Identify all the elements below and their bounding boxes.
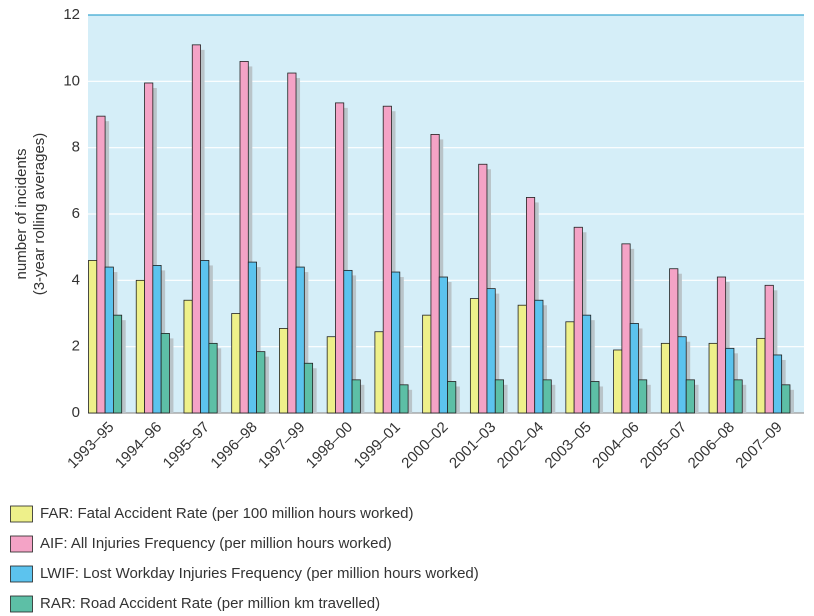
bar xyxy=(590,381,600,414)
bar xyxy=(391,271,401,414)
bar xyxy=(478,163,488,414)
bar xyxy=(239,61,249,414)
bar xyxy=(733,379,743,414)
x-tick-label: 1996–98 xyxy=(207,419,260,472)
bar xyxy=(621,243,631,414)
x-tick-label: 1998–00 xyxy=(303,419,356,472)
bar xyxy=(447,381,457,414)
bar xyxy=(399,384,409,414)
bar xyxy=(382,105,392,414)
x-tick-label: 2000–02 xyxy=(398,419,451,472)
bar xyxy=(326,336,336,414)
bar xyxy=(438,276,448,414)
y-tick-label: 2 xyxy=(72,338,80,355)
x-tick-label: 1995–97 xyxy=(160,419,213,472)
x-tick-label: 1993–95 xyxy=(64,419,117,472)
legend-swatch xyxy=(10,595,33,613)
bar xyxy=(573,226,583,414)
bar xyxy=(422,314,432,414)
bar xyxy=(104,266,114,414)
x-tick-label: 2001–03 xyxy=(446,419,499,472)
legend-label: RAR: Road Accident Rate (per million km … xyxy=(40,595,380,612)
x-tick-label: 2007–09 xyxy=(732,419,785,472)
bar xyxy=(343,269,353,414)
bar xyxy=(160,332,170,414)
bar xyxy=(494,379,504,414)
bar xyxy=(113,314,123,414)
bar xyxy=(183,299,193,414)
bar xyxy=(677,336,687,414)
legend-swatch xyxy=(10,505,33,523)
bar xyxy=(152,265,162,414)
bar xyxy=(613,349,623,414)
bar xyxy=(756,337,766,414)
bar xyxy=(669,268,679,414)
y-tick-label: 4 xyxy=(72,271,80,288)
bar xyxy=(200,260,210,414)
x-tick-label: 1999–01 xyxy=(351,419,404,472)
y-axis-label: number of incidents xyxy=(13,149,30,280)
legend-swatch xyxy=(10,535,33,553)
legend-swatch xyxy=(10,565,33,583)
x-tick-label: 1994–96 xyxy=(112,419,165,472)
x-tick-label: 1997–99 xyxy=(255,419,308,472)
bar xyxy=(469,298,480,414)
y-tick-label: 12 xyxy=(63,6,80,23)
bar xyxy=(279,328,289,414)
bar xyxy=(725,347,735,414)
y-tick-label: 8 xyxy=(72,139,80,156)
bar xyxy=(781,384,791,414)
bar xyxy=(191,44,201,414)
x-tick-label: 2006–08 xyxy=(685,419,738,472)
bar xyxy=(517,304,527,414)
bar xyxy=(565,321,575,414)
bar xyxy=(351,379,361,414)
legend-label: LWIF: Lost Workday Injuries Frequency (p… xyxy=(40,565,479,582)
bar xyxy=(542,379,552,414)
bar xyxy=(534,299,544,414)
bar xyxy=(660,342,670,414)
bar xyxy=(208,342,218,414)
bar xyxy=(247,261,258,414)
bar xyxy=(88,260,98,414)
bar xyxy=(295,266,305,414)
bar xyxy=(231,313,241,414)
bar xyxy=(582,314,592,414)
bar xyxy=(430,133,440,414)
x-tick-label: 2002–04 xyxy=(494,419,547,472)
bar xyxy=(526,197,536,414)
y-axis-label: (3-year rolling averages) xyxy=(31,133,48,296)
bar xyxy=(144,82,154,414)
legend-label: FAR: Fatal Accident Rate (per 100 millio… xyxy=(40,505,414,522)
x-tick-label: 2004–06 xyxy=(589,419,642,472)
bar xyxy=(335,102,345,414)
bar xyxy=(96,115,106,414)
y-tick-label: 10 xyxy=(63,72,80,89)
bar xyxy=(135,279,145,414)
x-tick-label: 2003–05 xyxy=(542,419,595,472)
y-tick-label: 0 xyxy=(72,404,80,421)
bar xyxy=(772,354,783,414)
bar xyxy=(638,379,648,414)
x-tick-label: 2005–07 xyxy=(637,419,690,472)
bar xyxy=(685,379,695,414)
bar xyxy=(708,342,718,414)
y-tick-label: 6 xyxy=(72,205,80,222)
bar xyxy=(486,288,496,414)
bar xyxy=(716,276,727,414)
legend-label: AIF: All Injuries Frequency (per million… xyxy=(40,535,392,552)
bar xyxy=(256,351,266,414)
bar xyxy=(287,72,297,414)
bar xyxy=(629,323,639,414)
bar xyxy=(374,331,384,414)
bar xyxy=(303,362,314,414)
bar xyxy=(764,284,774,414)
